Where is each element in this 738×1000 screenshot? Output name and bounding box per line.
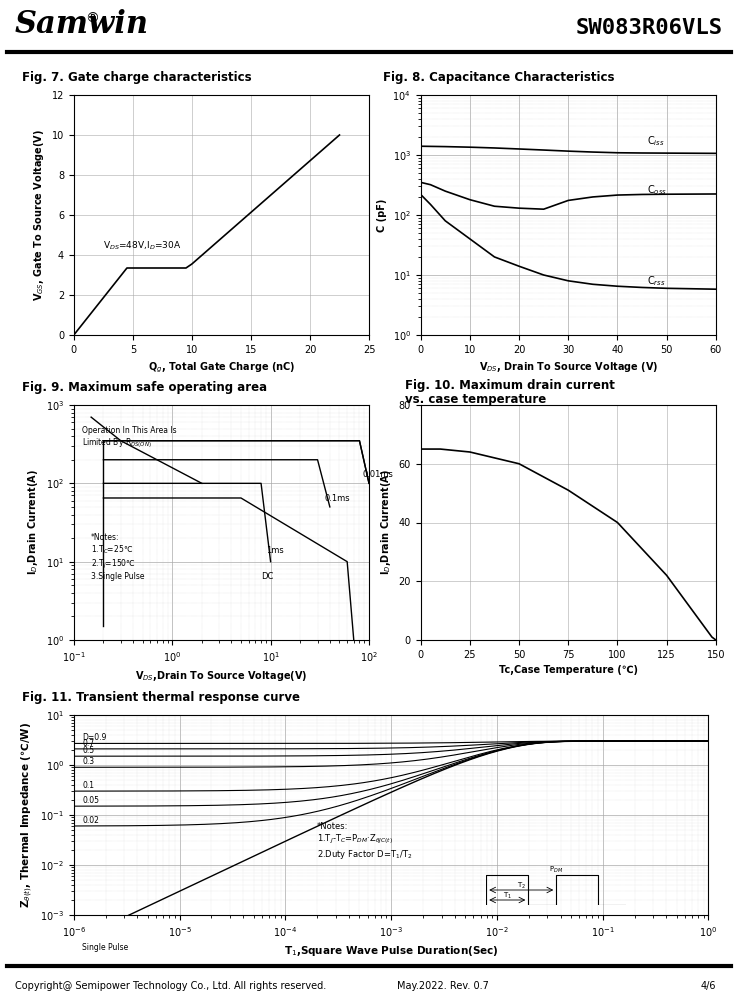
- Text: *Notes:
1.T$_C$=25℃
2.T$_J$=150℃
3.Single Pulse: *Notes: 1.T$_C$=25℃ 2.T$_J$=150℃ 3.Singl…: [91, 533, 145, 581]
- Text: SW083R06VLS: SW083R06VLS: [576, 17, 723, 37]
- X-axis label: V$_{DS}$, Drain To Source Voltage (V): V$_{DS}$, Drain To Source Voltage (V): [479, 360, 658, 374]
- X-axis label: Tc,Case Temperature (℃): Tc,Case Temperature (℃): [499, 665, 638, 675]
- Text: Single Pulse: Single Pulse: [82, 943, 128, 952]
- Text: T$_2$: T$_2$: [517, 881, 525, 891]
- Text: 0.05: 0.05: [82, 796, 99, 805]
- Text: Operation In This Area Is
Limited By R$_{DS(ON)}$: Operation In This Area Is Limited By R$_…: [82, 426, 176, 450]
- Y-axis label: C (pF): C (pF): [377, 198, 387, 232]
- Text: Fig. 7. Gate charge characteristics: Fig. 7. Gate charge characteristics: [21, 71, 251, 84]
- Text: Fig. 10. Maximum drain current
vs. case temperature: Fig. 10. Maximum drain current vs. case …: [405, 378, 615, 406]
- Text: C$_{iss}$: C$_{iss}$: [647, 134, 665, 148]
- Text: Fig. 9. Maximum safe operating area: Fig. 9. Maximum safe operating area: [21, 381, 266, 394]
- Text: 0.1ms: 0.1ms: [324, 494, 350, 503]
- Text: *Notes:
1.T$_J$-T$_C$=P$_{DM}$·Z$_{\theta JC(t)}$
2.Duty Factor D=T$_1$/T$_2$: *Notes: 1.T$_J$-T$_C$=P$_{DM}$·Z$_{\thet…: [317, 822, 413, 861]
- Text: 0.7: 0.7: [82, 739, 94, 748]
- Text: May.2022. Rev. 0.7: May.2022. Rev. 0.7: [397, 981, 489, 991]
- Text: ®: ®: [85, 12, 99, 26]
- Text: 4/6: 4/6: [700, 981, 716, 991]
- Y-axis label: V$_{GS}$, Gate To Source Voltage(V): V$_{GS}$, Gate To Source Voltage(V): [32, 129, 46, 301]
- Text: V$_{DS}$=48V,I$_D$=30A: V$_{DS}$=48V,I$_D$=30A: [103, 240, 182, 252]
- X-axis label: T$_1$,Square Wave Pulse Duration(Sec): T$_1$,Square Wave Pulse Duration(Sec): [284, 944, 498, 958]
- Text: DC: DC: [261, 572, 274, 581]
- Y-axis label: I$_D$,Drain Current(A): I$_D$,Drain Current(A): [26, 470, 40, 575]
- Text: C$_{oss}$: C$_{oss}$: [647, 183, 667, 197]
- Text: P$_{DM}$: P$_{DM}$: [549, 865, 563, 875]
- Text: T$_1$: T$_1$: [503, 891, 512, 901]
- Text: Copyright@ Semipower Technology Co., Ltd. All rights reserved.: Copyright@ Semipower Technology Co., Ltd…: [15, 981, 326, 991]
- Text: 1ms: 1ms: [266, 546, 284, 555]
- Text: 0.1: 0.1: [82, 781, 94, 790]
- X-axis label: V$_{DS}$,Drain To Source Voltage(V): V$_{DS}$,Drain To Source Voltage(V): [135, 669, 308, 683]
- Y-axis label: I$_D$,Drain Current(A): I$_D$,Drain Current(A): [379, 470, 393, 575]
- Text: Samwin: Samwin: [15, 9, 149, 40]
- Text: 0.5: 0.5: [82, 746, 94, 755]
- Text: C$_{rss}$: C$_{rss}$: [647, 274, 666, 288]
- Text: Fig. 11. Transient thermal response curve: Fig. 11. Transient thermal response curv…: [22, 691, 300, 704]
- Text: Fig. 8. Capacitance Characteristics: Fig. 8. Capacitance Characteristics: [384, 71, 615, 84]
- Text: D=0.9: D=0.9: [82, 733, 106, 742]
- Y-axis label: Z$_{\theta(t)}$, Thermal Impedance (℃/W): Z$_{\theta(t)}$, Thermal Impedance (℃/W): [19, 722, 35, 908]
- Text: 0.01ms: 0.01ms: [362, 470, 393, 479]
- X-axis label: Q$_g$, Total Gate Charge (nC): Q$_g$, Total Gate Charge (nC): [148, 360, 295, 375]
- Text: 0.02: 0.02: [82, 816, 99, 825]
- Text: 0.3: 0.3: [82, 757, 94, 766]
